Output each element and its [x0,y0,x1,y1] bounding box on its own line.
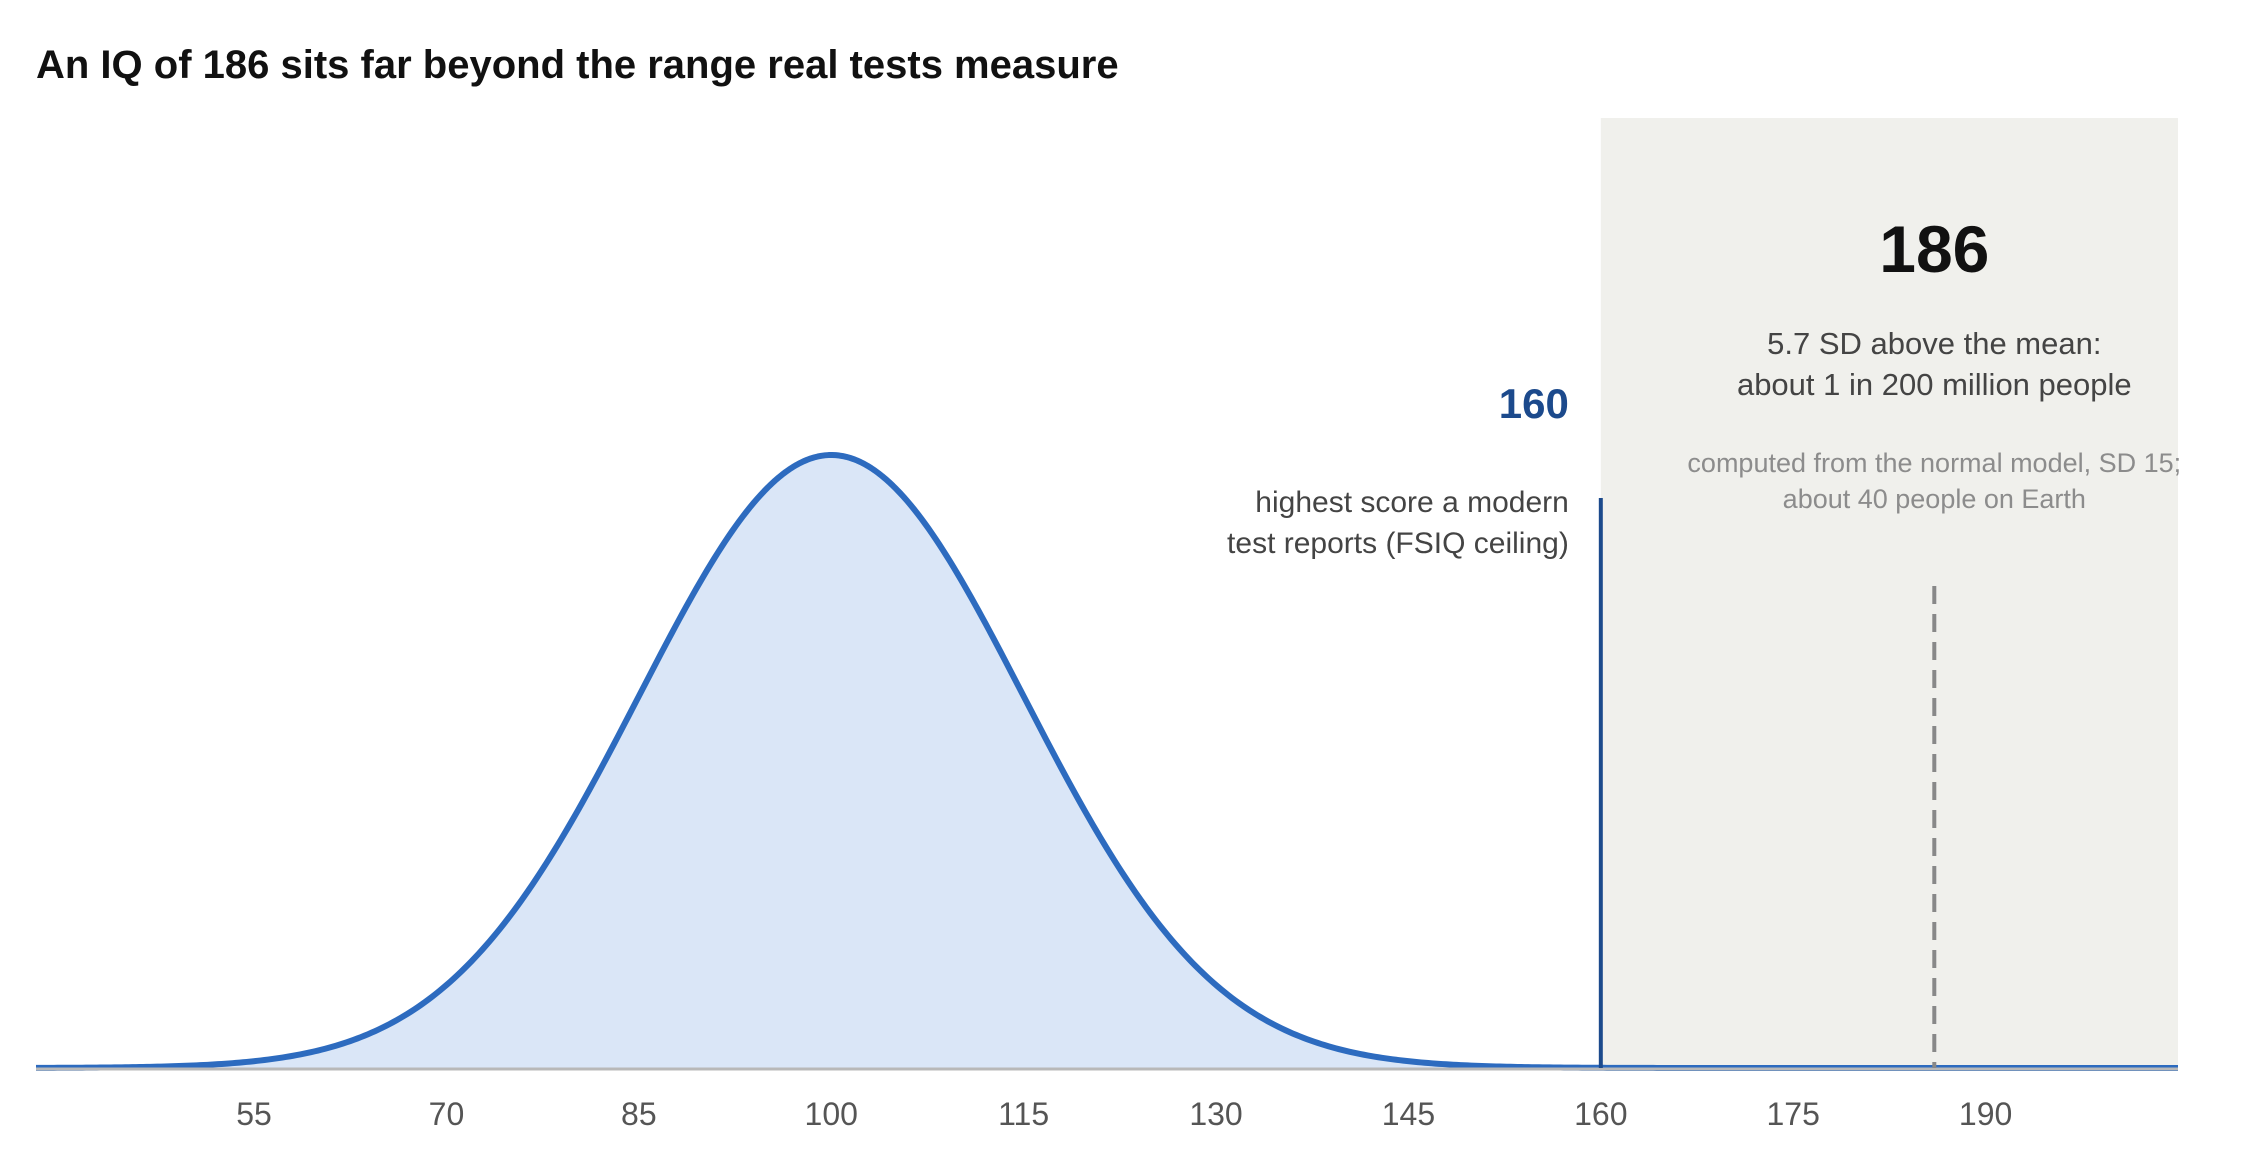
chart-title: An IQ of 186 sits far beyond the range r… [36,43,1119,87]
highlight-region [1600,118,2178,1068]
ceiling-note-line: test reports (FSIQ ceiling) [1227,527,1569,560]
x-axis-ticks: 55 70 85 100 115 130 145 160 175 190 [236,1096,2012,1132]
x-tick-label: 55 [236,1096,272,1132]
marker-note-line: 5.7 SD above the mean: [1767,326,2101,361]
marker-note-line: about 1 in 200 million people [1737,367,2132,402]
ceiling-value-label: 160 [1499,380,1569,427]
ceiling-note-line: highest score a modern [1255,486,1569,519]
x-tick-label: 130 [1189,1096,1242,1132]
x-tick-label: 85 [621,1096,657,1132]
marker-value-label: 186 [1879,212,1989,286]
x-tick-label: 70 [429,1096,465,1132]
x-tick-label: 175 [1767,1096,1820,1132]
x-tick-label: 145 [1382,1096,1435,1132]
marker-sub-note-line: computed from the normal model, SD 15; [1687,448,2181,478]
x-tick-label: 115 [998,1096,1049,1132]
x-tick-label: 100 [805,1096,858,1132]
distribution-area [36,455,2178,1068]
x-tick-label: 160 [1574,1096,1627,1132]
x-tick-label: 190 [1959,1096,2012,1132]
marker-sub-note-line: about 40 people on Earth [1783,484,2086,514]
